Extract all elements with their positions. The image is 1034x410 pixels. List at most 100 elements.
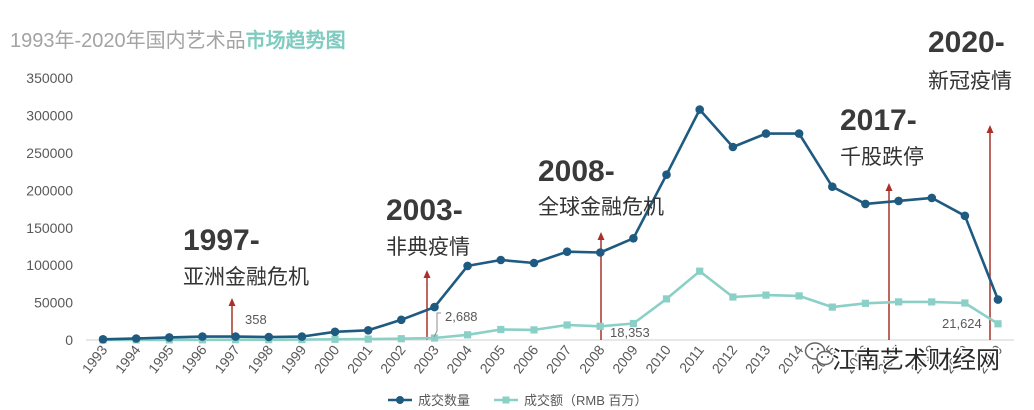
count-point-1999 — [297, 332, 307, 341]
x-tick-label: 2010 — [642, 342, 674, 377]
event-annotations: 1997- 亚洲金融危机 2003- 非典疫情 2008- 全球金融危机 2017- 千股跌停… — [183, 26, 1012, 289]
chart-title-main: 1993年-2020年国内艺术品 — [10, 29, 246, 52]
count-point-2015 — [828, 182, 837, 191]
count-point-1997 — [231, 332, 240, 341]
count-point-2009 — [629, 234, 638, 243]
count-series-line — [102, 108, 1000, 341]
x-tick-label: 2000 — [311, 342, 343, 377]
amount-point-2000 — [331, 335, 339, 343]
legend: 成交数量 成交额（RMB 百万） — [388, 393, 648, 408]
y-tick-label: 100000 — [26, 257, 73, 273]
x-tick-label: 2005 — [476, 342, 508, 377]
amount-point-2012 — [729, 293, 737, 301]
event-year-label: 2017- — [840, 104, 917, 137]
count-point-2005 — [496, 255, 506, 265]
amount-point-2007 — [563, 321, 571, 329]
amount-point-2003 — [430, 334, 439, 342]
event-year-label: 2008- — [538, 155, 615, 188]
count-point-2016 — [861, 199, 870, 209]
wechat-icon-bubble-small — [816, 350, 834, 366]
count-point-2019 — [960, 211, 970, 221]
event-arrow-head — [885, 183, 893, 191]
y-tick-label: 50000 — [34, 295, 73, 311]
amount-point-2013 — [762, 291, 770, 299]
event-arrow-head — [423, 270, 431, 278]
data-label-2020: 21,624 — [942, 316, 982, 331]
x-tick-label: 2012 — [708, 342, 740, 377]
x-tick-label: 1998 — [244, 342, 276, 377]
amount-point-2017 — [895, 298, 903, 306]
count-point-2012 — [728, 142, 738, 152]
count-point-2003 — [430, 302, 439, 312]
count-point-1994 — [131, 334, 141, 343]
event-arrow-head — [228, 298, 236, 306]
watermark: 江南艺术财经网 — [804, 342, 1002, 376]
wechat-icon-eye — [810, 347, 814, 351]
data-label-1997: 358 — [245, 312, 267, 327]
legend-label: 成交数量 — [418, 393, 470, 408]
count-point-1993 — [98, 335, 108, 344]
chart-title: 1993年-2020年国内艺术品市场趋势图 — [10, 28, 346, 52]
chart-title-highlight: 市场趋势图 — [246, 28, 346, 52]
amount-point-2005 — [497, 325, 505, 334]
count-point-2020 — [993, 295, 1003, 304]
event-arrow-head — [597, 232, 605, 240]
legend-item-count: 成交数量 — [388, 393, 470, 408]
x-tick-label: 1993 — [79, 342, 111, 377]
legend-marker-circle — [396, 396, 404, 404]
event-arrow-2020 — [986, 125, 994, 340]
x-tick-label: 2003 — [410, 342, 442, 377]
amount-point-2016 — [861, 299, 869, 307]
y-tick-label: 300000 — [26, 108, 73, 124]
wechat-icon — [804, 342, 834, 366]
x-tick-label: 2014 — [775, 342, 807, 377]
amount-point-2002 — [397, 335, 405, 343]
amount-point-2019 — [961, 299, 969, 307]
event-arrows — [228, 125, 994, 340]
event-name-label: 千股跌停 — [840, 146, 924, 169]
data-label-leader — [433, 312, 441, 338]
data-label-2003: 2,688 — [445, 309, 478, 324]
count-point-2018 — [927, 193, 937, 203]
x-tick-label: 1994 — [112, 342, 144, 377]
event-year-label: 1997- — [183, 224, 260, 257]
x-tick-label: 1995 — [145, 342, 177, 377]
event-name-label: 全球金融危机 — [538, 196, 664, 219]
x-tick-label: 2006 — [510, 342, 542, 377]
data-label-2008: 18,353 — [610, 325, 650, 340]
amount-point-2014 — [795, 292, 803, 300]
event-arrow-2003 — [423, 270, 431, 340]
y-tick-label: 200000 — [26, 182, 73, 198]
wechat-icon-eye — [820, 355, 824, 359]
amount-point-2006 — [530, 326, 538, 334]
x-tick-label: 2008 — [576, 342, 608, 377]
count-point-1998 — [264, 332, 274, 342]
event-arrow-head — [986, 125, 994, 133]
legend-label: 成交额（RMB 百万） — [524, 393, 648, 408]
x-tick-label: 2002 — [377, 342, 409, 377]
amount-series-line — [103, 269, 999, 342]
event-arrow-2017 — [885, 183, 893, 340]
amount-point-2020 — [994, 320, 1002, 328]
amount-point-2001 — [364, 335, 372, 343]
count-point-2006 — [529, 258, 539, 268]
amount-point-2011 — [696, 267, 704, 275]
amount-point-2004 — [464, 331, 472, 339]
count-point-2010 — [662, 170, 671, 179]
y-tick-label: 150000 — [26, 220, 73, 236]
amount-point-2015 — [828, 303, 836, 311]
count-point-2000 — [330, 327, 340, 337]
count-point-1996 — [198, 332, 207, 341]
event-name-label: 亚洲金融危机 — [183, 266, 309, 289]
count-point-2002 — [397, 315, 406, 325]
y-tick-label: 350000 — [26, 70, 73, 86]
count-point-2007 — [562, 247, 572, 256]
wechat-icon-eye — [816, 347, 820, 351]
count-series — [98, 105, 1003, 344]
count-point-2017 — [894, 196, 903, 206]
event-name-label: 新冠疫情 — [928, 70, 1012, 93]
x-tick-label: 1999 — [277, 342, 309, 377]
count-point-2008 — [596, 248, 605, 257]
amount-point-2008 — [596, 322, 604, 330]
